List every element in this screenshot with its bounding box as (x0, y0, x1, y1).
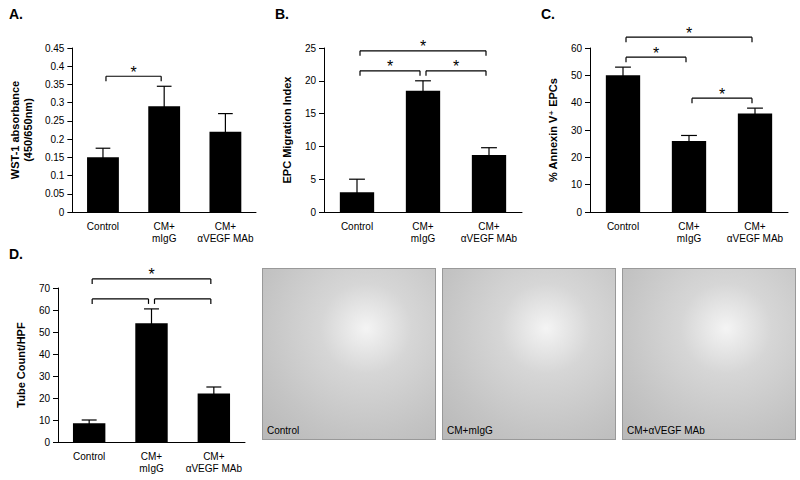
svg-text:B.: B. (275, 6, 289, 22)
svg-text:mIgG: mIgG (139, 463, 164, 474)
svg-text:Tube Count/HPF: Tube Count/HPF (15, 322, 27, 408)
svg-text:10: 10 (39, 415, 51, 426)
svg-text:(450/650nm): (450/650nm) (22, 98, 34, 162)
svg-text:Control: Control (73, 451, 105, 462)
svg-text:CM+: CM+ (744, 221, 766, 232)
svg-text:0.1: 0.1 (50, 170, 64, 181)
svg-text:50: 50 (571, 70, 583, 81)
html-text:CM+mIgG: CM+mIgG (447, 425, 493, 436)
svg-text:0: 0 (576, 207, 582, 218)
svg-text:*: * (148, 266, 154, 283)
svg-text:60: 60 (39, 305, 51, 316)
html-text:CM+αVEGF MAb: CM+αVEGF MAb (627, 425, 705, 436)
svg-text:0.15: 0.15 (45, 152, 65, 163)
svg-text:0: 0 (310, 207, 316, 218)
html-text:Control: Control (267, 425, 300, 436)
svg-text:CM+: CM+ (215, 221, 237, 232)
svg-text:10: 10 (571, 179, 583, 190)
svg-text:A.: A. (9, 6, 23, 22)
svg-text:0.25: 0.25 (45, 115, 65, 126)
svg-text:C.: C. (541, 6, 555, 22)
svg-text:20: 20 (571, 152, 583, 163)
svg-text:CM+: CM+ (141, 451, 163, 462)
svg-text:*: * (387, 58, 393, 75)
svg-text:70: 70 (39, 283, 51, 294)
svg-text:αVEGF MAb: αVEGF MAb (461, 233, 518, 244)
svg-text:mIgG: mIgG (677, 233, 702, 244)
svg-text:40: 40 (571, 97, 583, 108)
svg-text:Control: Control (341, 221, 373, 232)
svg-text:Control: Control (607, 221, 639, 232)
svg-text:20: 20 (305, 75, 317, 86)
svg-text:CM+: CM+ (153, 221, 175, 232)
svg-text:*: * (453, 58, 459, 75)
svg-text:0: 0 (44, 437, 50, 448)
svg-text:WST-1 absorbance: WST-1 absorbance (9, 81, 21, 179)
svg-text:EPC Migration Index: EPC Migration Index (281, 76, 293, 184)
svg-text:αVEGF MAb: αVEGF MAb (727, 233, 784, 244)
svg-text:20: 20 (39, 393, 51, 404)
svg-text:mIgG: mIgG (411, 233, 436, 244)
svg-text:αVEGF MAb: αVEGF MAb (186, 463, 243, 474)
svg-text:0.2: 0.2 (50, 134, 64, 145)
svg-text:40: 40 (39, 349, 51, 360)
svg-text:0: 0 (59, 207, 65, 218)
svg-text:25: 25 (305, 43, 317, 54)
svg-text:0.35: 0.35 (45, 79, 65, 90)
svg-text:*: * (653, 45, 659, 62)
svg-text:0.45: 0.45 (45, 43, 65, 54)
svg-text:30: 30 (571, 125, 583, 136)
svg-text:0.3: 0.3 (50, 97, 64, 108)
svg-text:Control: Control (87, 221, 119, 232)
svg-text:CM+: CM+ (478, 221, 500, 232)
svg-text:0.4: 0.4 (50, 61, 64, 72)
svg-text:*: * (719, 86, 725, 103)
svg-text:60: 60 (571, 43, 583, 54)
svg-text:10: 10 (305, 141, 317, 152)
svg-text:15: 15 (305, 108, 317, 119)
svg-text:50: 50 (39, 327, 51, 338)
svg-text:mIgG: mIgG (152, 233, 177, 244)
svg-text:CM+: CM+ (678, 221, 700, 232)
svg-text:0.05: 0.05 (45, 188, 65, 199)
svg-text:D.: D. (9, 246, 23, 262)
svg-text:CM+: CM+ (412, 221, 434, 232)
svg-text:*: * (130, 64, 136, 81)
svg-text:5: 5 (310, 174, 316, 185)
svg-text:30: 30 (39, 371, 51, 382)
svg-text:% Annexin V⁺ EPCs: % Annexin V⁺ EPCs (547, 78, 559, 182)
svg-text:CM+: CM+ (203, 451, 225, 462)
svg-text:*: * (420, 38, 426, 55)
svg-text:αVEGF MAb: αVEGF MAb (197, 233, 254, 244)
svg-text:*: * (686, 25, 692, 42)
